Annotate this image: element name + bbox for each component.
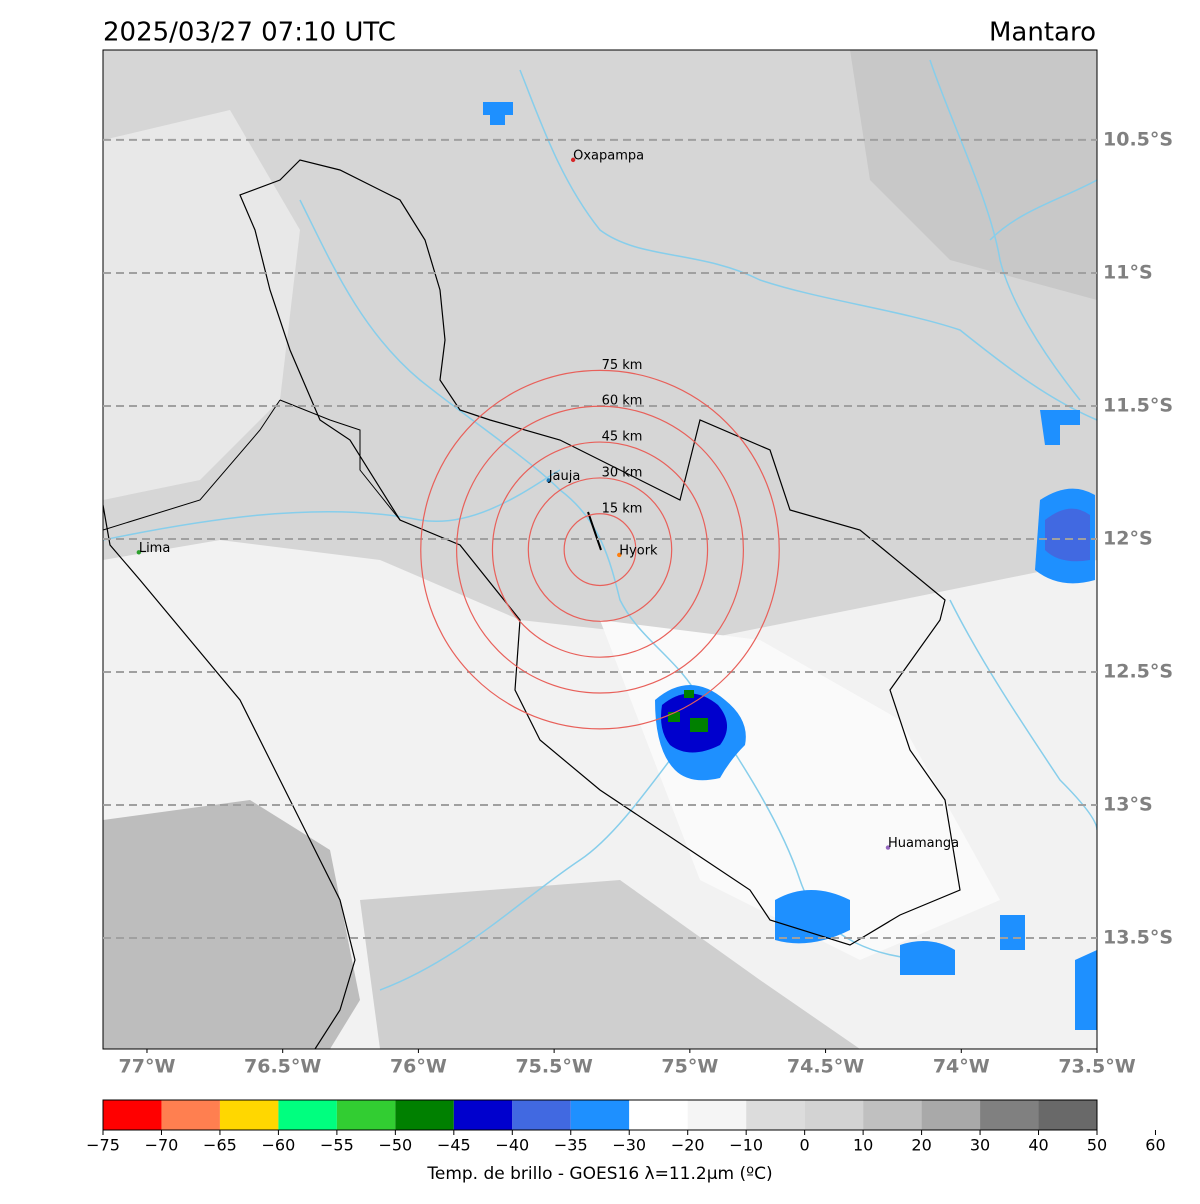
lon-tick-label: 73.5°W [1058, 1056, 1135, 1078]
colorbar-tick-label: −30 [612, 1136, 646, 1155]
colorbar-tick-label: −75 [86, 1136, 120, 1155]
colorbar-segment [336, 1100, 396, 1130]
place-marker [546, 478, 551, 483]
range-ring [563, 513, 637, 587]
colorbar-tick-label: 20 [911, 1136, 931, 1155]
track [587, 511, 602, 551]
place-label: Lima [139, 541, 170, 556]
colorbar-segment [161, 1100, 220, 1130]
place-label: Huamanga [888, 836, 959, 851]
lon-tick-label: 74.5°W [787, 1056, 864, 1078]
range-ring-label: 45 km [602, 430, 643, 445]
range-ring-label: 30 km [602, 465, 643, 480]
colorbar-tick-label: 50 [1087, 1136, 1107, 1155]
colorbar-tick-label: −55 [320, 1136, 354, 1155]
colorbar-tick-label: 40 [1028, 1136, 1048, 1155]
map-frame [102, 49, 1098, 1050]
colorbar-segment [804, 1100, 864, 1130]
colorbar-segment [103, 1100, 162, 1130]
lat-tick-label: 11°S [1103, 261, 1153, 283]
lon-tick-label: 75°W [661, 1056, 718, 1078]
lat-tick-label: 10.5°S [1103, 128, 1173, 150]
colorbar-tick-label: −60 [262, 1136, 296, 1155]
lon-tick-label: 77°W [119, 1056, 176, 1078]
range-ring-label: 75 km [602, 358, 643, 373]
colorbar-tick-label: 30 [970, 1136, 990, 1155]
lon-tick-label: 76.5°W [244, 1056, 321, 1078]
colorbar-tick-label: −35 [554, 1136, 588, 1155]
place-label: Oxapampa [573, 148, 644, 163]
colorbar-segment [570, 1100, 630, 1130]
map-background [103, 50, 1097, 1049]
colorbar-segment [512, 1100, 571, 1130]
place-marker [885, 845, 891, 850]
range-ring [527, 477, 673, 622]
lat-tick-label: 12.5°S [1103, 661, 1173, 683]
colorbar-segment [395, 1100, 454, 1130]
colorbar-segment [278, 1100, 337, 1130]
colorbar-tick-label: −10 [729, 1136, 763, 1155]
lon-tick-label: 75.5°W [515, 1056, 592, 1078]
colorbar-segment [921, 1100, 981, 1130]
colorbar-tick-label: −70 [145, 1136, 179, 1155]
place-label: Hyork [619, 543, 658, 558]
colorbar-segment [863, 1100, 922, 1130]
region: Mantaro [989, 18, 1096, 48]
colorbar-tick-label: −40 [495, 1136, 529, 1155]
colorbar-tick-label: −65 [203, 1136, 237, 1155]
colorbar-tick-label: 10 [853, 1136, 873, 1155]
colorbar-segment [453, 1100, 513, 1130]
range-ring [456, 405, 744, 694]
colorbar-label: Temp. de brillo - GOES16 λ=11.2μm (ºC) [426, 1164, 772, 1184]
lat-tick-label: 11.5°S [1103, 394, 1173, 416]
range-ring-label: 15 km [602, 501, 643, 516]
lon-tick-label: 76°W [390, 1056, 447, 1078]
colorbar-tick-label: 0 [800, 1136, 810, 1155]
place-label: Jauja [548, 469, 581, 484]
range-ring [420, 369, 780, 730]
lat-tick-label: 13.5°S [1103, 927, 1173, 949]
range-ring [491, 441, 709, 658]
colorbar-segment [1038, 1100, 1097, 1130]
place-marker [617, 552, 622, 558]
place-marker [136, 550, 142, 555]
place-marker [570, 157, 576, 163]
lat-tick-label: 13°S [1103, 794, 1153, 816]
colorbar-tick-label: −45 [437, 1136, 471, 1155]
colorbar-segment [629, 1100, 688, 1130]
colorbar-segment [746, 1100, 805, 1130]
colorbar-tick-label: 60 [1145, 1136, 1165, 1155]
lat-tick-label: 12°S [1103, 527, 1153, 549]
datetime: 2025/03/27 07:10 UTC [103, 18, 396, 48]
colorbar-segment [219, 1100, 279, 1130]
colorbar-frame [102, 1099, 1098, 1131]
lon-tick-label: 74°W [933, 1056, 990, 1078]
colorbar-tick-label: −20 [671, 1136, 705, 1155]
colorbar-segment [980, 1100, 1039, 1130]
colorbar-tick-label: −50 [378, 1136, 412, 1155]
range-ring-label: 60 km [602, 394, 643, 409]
colorbar-segment [687, 1100, 747, 1130]
